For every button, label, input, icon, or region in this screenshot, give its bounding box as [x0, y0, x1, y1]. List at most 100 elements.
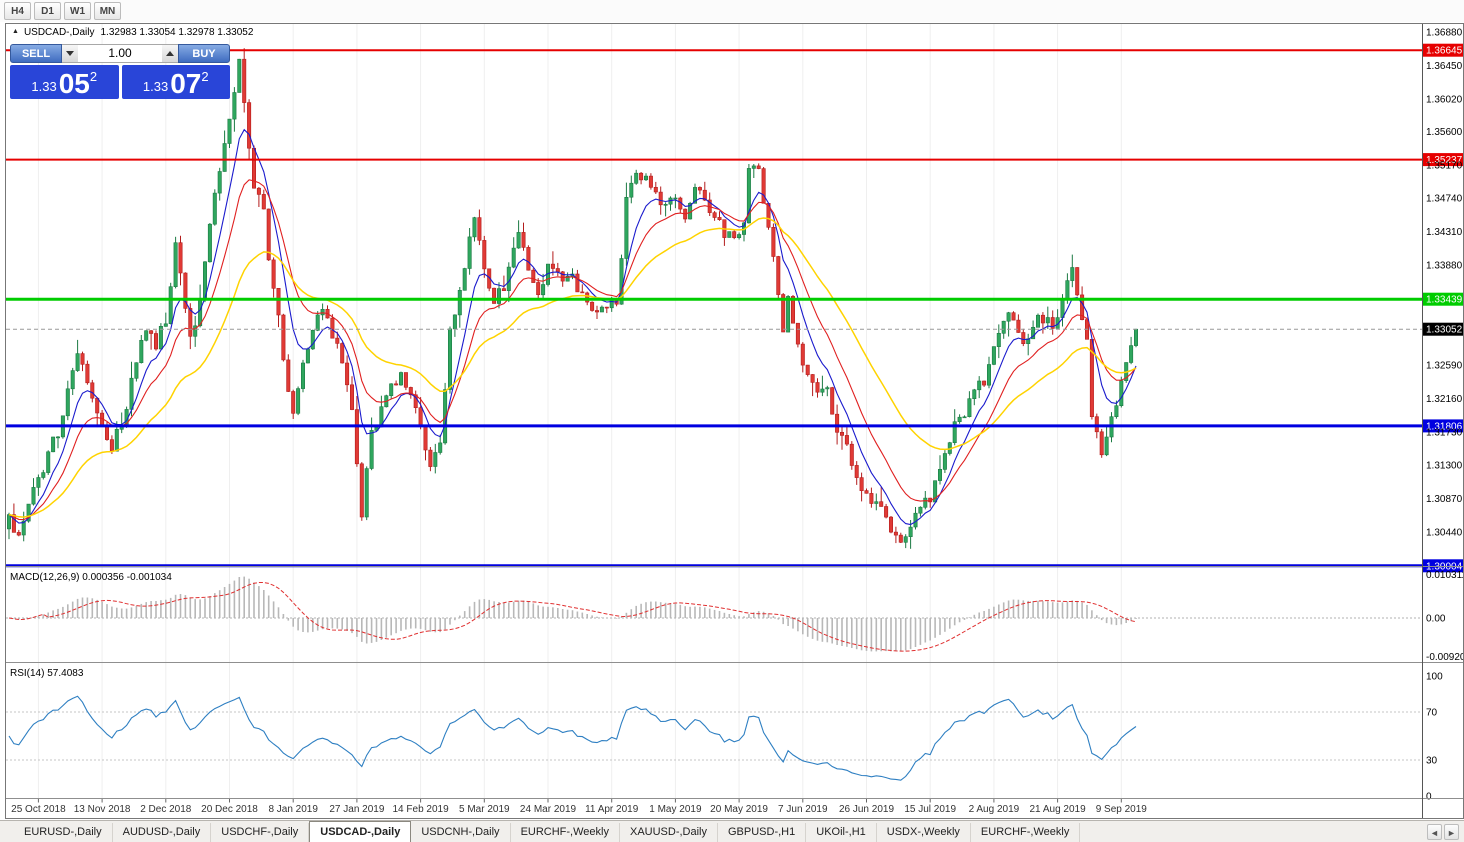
candle-body — [300, 362, 305, 389]
sell-button[interactable]: SELL — [10, 44, 62, 63]
level-price-label: 1.35237 — [1426, 155, 1463, 166]
date-label: 14 Feb 2019 — [393, 804, 450, 815]
candle-body — [51, 436, 56, 453]
candle-body — [1114, 405, 1119, 418]
candle-body — [810, 374, 815, 383]
price-tick-label: 1.32160 — [1426, 394, 1463, 405]
timeframe-w1-button[interactable]: W1 — [64, 2, 91, 20]
volume-decrease-button[interactable] — [62, 44, 78, 63]
tab-scroll-left-button[interactable]: ◄ — [1427, 823, 1442, 840]
tab-eurchf-weekly[interactable]: EURCHF-,Weekly — [971, 823, 1081, 842]
tab-eurchf-weekly[interactable]: EURCHF-,Weekly — [511, 823, 620, 842]
candle-body — [1094, 416, 1099, 433]
price-axis[interactable]: 1.366451.352371.334391.318061.300041.330… — [1423, 28, 1464, 803]
candle-body — [575, 273, 580, 293]
candle-body — [952, 421, 957, 444]
candle-body — [639, 172, 644, 181]
timeframe-d1-button[interactable]: D1 — [34, 2, 61, 20]
tab-gbpusd-h1[interactable]: GBPUSD-,H1 — [718, 823, 807, 842]
one-click-collapse-icon[interactable]: ▲ — [12, 28, 19, 35]
candle-body — [438, 442, 443, 453]
ma-slow-line — [8, 217, 1137, 518]
candle-body — [771, 227, 776, 257]
candle-body — [237, 58, 242, 93]
candle-body — [188, 308, 193, 337]
buy-button[interactable]: BUY — [178, 44, 230, 63]
timeframe-h4-button[interactable]: H4 — [4, 2, 31, 20]
candle-body — [555, 268, 560, 273]
candle-body — [296, 388, 301, 414]
buy-price-point: 2 — [201, 69, 209, 84]
candle-body — [31, 487, 36, 505]
level-price-tag — [1423, 43, 1464, 57]
one-click-controls-row: SELL 1.00 BUY — [10, 44, 230, 63]
rsi-indicator-panel — [6, 695, 1422, 781]
timeframe-mn-button[interactable]: MN — [94, 2, 121, 20]
date-label: 15 Jul 2019 — [904, 804, 956, 815]
candle-body — [590, 301, 595, 311]
tab-scroll-right-button[interactable]: ► — [1444, 823, 1459, 840]
tab-usdchf-daily[interactable]: USDCHF-,Daily — [211, 823, 310, 842]
macd-axis-label: 0.00 — [1426, 614, 1446, 625]
candle-body — [712, 212, 717, 218]
candle-body — [663, 204, 668, 206]
tab-usdcad-daily[interactable]: USDCAD-,Daily — [309, 821, 412, 842]
candle-body — [90, 382, 95, 399]
candle-body — [222, 143, 227, 172]
level-price-label: 1.31806 — [1426, 421, 1463, 432]
current-price-tag — [1423, 322, 1464, 336]
candle-body — [790, 296, 795, 324]
candle-body — [854, 465, 859, 478]
tab-xauusd-daily[interactable]: XAUUSD-,Daily — [620, 823, 718, 842]
candle-body — [139, 339, 144, 363]
candle-body — [158, 325, 163, 350]
candle-body — [428, 449, 433, 467]
candle-body — [585, 292, 590, 303]
level-price-tag — [1423, 419, 1464, 433]
candle-body — [408, 387, 413, 396]
candle-body — [65, 388, 70, 417]
candle-body — [447, 328, 452, 390]
candle-body — [702, 189, 707, 201]
sell-price-display[interactable]: 1.33 05 2 — [10, 65, 119, 99]
candle-body — [154, 333, 159, 350]
tab-ukoil-h1[interactable]: UKOil-,H1 — [806, 823, 877, 842]
candle-body — [835, 413, 840, 433]
macd-axis-label: -0.009203 — [1426, 652, 1464, 663]
candle-body — [492, 287, 497, 304]
tab-usdx-weekly[interactable]: USDX-,Weekly — [877, 823, 971, 842]
candle-body — [232, 92, 237, 120]
tab-eurusd-daily[interactable]: EURUSD-,Daily — [14, 823, 113, 842]
volume-increase-button[interactable] — [162, 44, 178, 63]
price-tick-label: 1.34740 — [1426, 194, 1463, 205]
candle-body — [75, 353, 80, 371]
candle-body — [1001, 320, 1006, 334]
rsi-axis-label: 0 — [1426, 792, 1432, 803]
macd-signal-line — [8, 582, 1137, 652]
candle-body — [403, 372, 408, 388]
buy-price-display[interactable]: 1.33 07 2 — [121, 65, 230, 99]
candle-body — [732, 231, 737, 239]
tab-usdcnh-daily[interactable]: USDCNH-,Daily — [411, 823, 511, 842]
chart-canvas[interactable]: 1.366451.352371.334391.318061.300041.330… — [0, 22, 1464, 820]
volume-input[interactable]: 1.00 — [78, 44, 162, 63]
buy-price-prefix: 1.33 — [142, 79, 169, 94]
candle-body — [982, 380, 987, 386]
candle-body — [786, 296, 791, 333]
candle-body — [800, 343, 805, 366]
price-tick-label: 1.35600 — [1426, 127, 1463, 138]
candle-body — [212, 192, 217, 225]
gridlines — [37, 24, 1122, 798]
date-axis[interactable]: 25 Oct 2018 13 Nov 2018 2 Dec 2018 20 Dec 2… — [11, 798, 1147, 816]
moving-average-lines — [8, 128, 1137, 526]
horizontal-level-lines[interactable] — [6, 49, 1422, 568]
tab-audusd-daily[interactable]: AUDUSD-,Daily — [113, 823, 212, 842]
macd-indicator-panel — [6, 576, 1422, 652]
candle-body — [986, 364, 991, 386]
candle-body — [874, 501, 879, 504]
candle-body — [227, 118, 232, 144]
candle-body — [594, 310, 599, 313]
candle-body — [305, 348, 310, 364]
date-label: 5 Mar 2019 — [459, 804, 510, 815]
ma-fast-line — [8, 128, 1137, 526]
